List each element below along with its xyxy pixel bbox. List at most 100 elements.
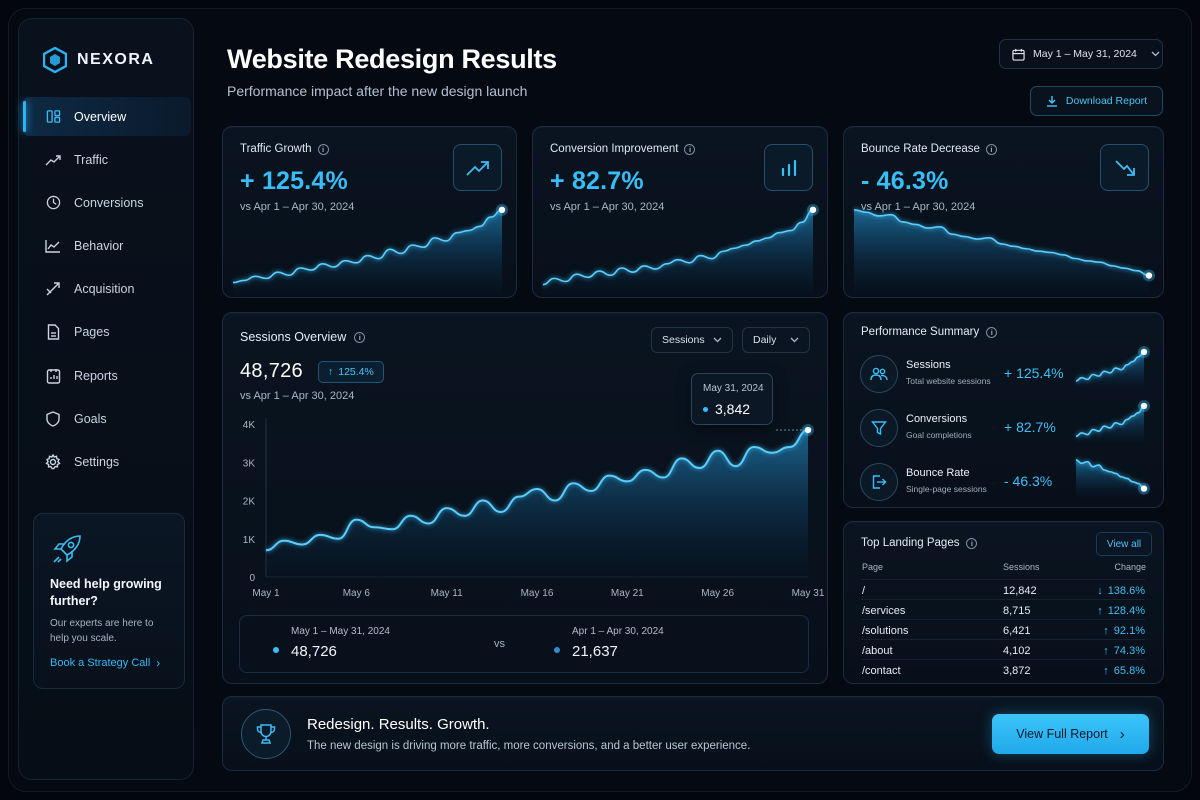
clock-icon [45,195,61,211]
performance-title-text: Performance Summary [861,326,980,338]
metric-select[interactable]: Sessions [651,327,733,353]
previous-dot [554,647,560,653]
performance-value: + 82.7% [1004,419,1056,435]
sidebar-item-goals[interactable]: Goals [23,399,191,438]
sidebar-item-conversions[interactable]: Conversions [23,183,191,222]
series-line [853,209,1150,277]
banner-text: The new design is driving more traffic, … [307,740,751,752]
x-tick-label: May 6 [343,588,371,599]
row-sessions: 8,715 [1003,605,1031,617]
performance-desc: Goal completions [906,430,972,440]
performance-desc: Single-page sessions [906,484,987,494]
x-axis: May 1 May 6 May 11 May 16 May 21 May 26 May 31 [252,588,824,599]
row-page: /solutions [862,625,909,637]
chevron-down-icon [790,337,799,343]
row-change: ↑ 92.1% [1103,625,1145,637]
sidebar-item-acquisition[interactable]: Acquisition [23,270,191,309]
row-page: / [862,585,866,597]
date-range-label: May 1 – May 31, 2024 [1033,48,1137,60]
sidebar-item-traffic[interactable]: Traffic [23,140,191,179]
sessions-total: 48,726 [240,360,303,382]
tooltip-date: May 31, 2024 [703,383,764,394]
area-fill [266,430,808,577]
trend-up-icon [453,144,502,191]
info-icon[interactable]: i [317,143,329,155]
help-text: Our experts are here to help you scale. [50,618,154,644]
sidebar-item-label: Behavior [74,239,124,254]
row-change-value: 92.1% [1113,625,1145,637]
tooltip-value-row: 3,842 [703,401,750,417]
previous-range: Apr 1 – Apr 30, 2024 [572,626,664,637]
col-header-page: Page [862,562,884,572]
row-page: /contact [862,665,901,677]
x-tick-label: May 16 [521,588,554,599]
period-comparison: May 1 – May 31, 2024 48,726 vs Apr 1 – A… [239,615,809,673]
info-icon[interactable]: i [354,331,366,343]
top-landing-pages-panel: Top Landing Pages i View all Page Session… [843,521,1164,684]
sidebar-item-reports[interactable]: Reports [23,356,191,395]
table-row[interactable]: /services 8,715 ↑ 128.4% [861,599,1145,619]
end-dot [1140,402,1148,410]
performance-desc: Total website sessions [906,376,991,386]
performance-row-conversions: Conversions Goal completions + 82.7% [860,399,1150,451]
performance-row-sessions: Sessions Total website sessions + 125.4% [860,345,1150,397]
reports-icon [45,368,61,384]
sidebar-item-behavior[interactable]: Behavior [23,227,191,266]
info-icon[interactable]: i [985,143,997,155]
help-title: Need help growing further? [50,577,162,608]
performance-sparkline [1075,458,1150,497]
vs-label: vs [494,638,505,650]
sessions-title: Sessions Overview i [240,330,366,344]
rocket-icon [53,535,81,563]
performance-name: Conversions [906,413,968,425]
date-range-picker[interactable]: May 1 – May 31, 2024 [999,39,1163,69]
page-subtitle: Performance impact after the new design … [227,83,528,99]
view-full-report-button[interactable]: View Full Report › [992,714,1149,754]
funnel-icon [860,409,898,447]
performance-value: - 46.3% [1004,473,1053,489]
performance-name: Sessions [906,359,951,371]
kpi-value: + 82.7% [550,167,644,195]
info-icon[interactable]: i [966,537,978,549]
arrow-up-icon: ↑ [1103,665,1109,677]
current-period: May 1 – May 31, 2024 48,726 [273,626,390,660]
sidebar-item-label: Goals [74,411,107,426]
sessions-overview-panel: Sessions Overview i Sessions Daily 48,726… [222,312,828,684]
acquisition-icon [45,281,61,297]
sidebar-item-pages[interactable]: Pages [23,313,191,352]
performance-row-bounce: Bounce Rate Single-page sessions - 46.3% [860,458,1150,505]
overview-icon [45,109,61,125]
info-icon[interactable]: i [986,326,998,338]
table-row[interactable]: /about 4,102 ↑ 74.3% [861,639,1145,659]
series-line [1075,459,1145,490]
performance-sparkline [1075,399,1150,443]
view-all-button[interactable]: View all [1096,532,1152,556]
banner-title: Redesign. Results. Growth. [307,716,490,733]
period-select[interactable]: Daily [742,327,810,353]
y-tick-label: 1K [243,535,256,546]
table-row[interactable]: /solutions 6,421 ↑ 92.1% [861,619,1145,639]
sidebar-item-settings[interactable]: Settings [23,443,191,482]
sidebar-item-overview[interactable]: Overview [23,97,191,136]
shield-icon [45,411,61,427]
sessions-title-text: Sessions Overview [240,330,347,344]
download-report-button[interactable]: Download Report [1030,86,1163,116]
kpi-title: Traffic Growth i [240,143,329,155]
chevron-down-icon [1151,51,1160,57]
y-tick-label: 4K [243,420,256,431]
kpi-title: Conversion Improvement i [550,143,696,155]
chevron-right-icon: › [1119,725,1125,743]
table-row[interactable]: / 12,842 ↓ 138.6% [861,579,1145,599]
book-strategy-call-link[interactable]: Book a Strategy Call › [50,656,160,670]
trend-down-icon [1100,144,1149,191]
kpi-sparkline [853,208,1155,295]
info-icon[interactable]: i [684,143,696,155]
performance-value: + 125.4% [1004,365,1064,381]
kpi-title-text: Traffic Growth [240,143,312,155]
y-tick-label: 2K [243,497,256,508]
x-tick-label: May 1 [252,588,280,599]
row-change-value: 74.3% [1113,645,1145,657]
row-change: ↓ 138.6% [1097,585,1145,597]
sidebar-item-label: Reports [74,368,118,383]
table-row[interactable]: /contact 3,872 ↑ 65.8% [861,659,1145,679]
